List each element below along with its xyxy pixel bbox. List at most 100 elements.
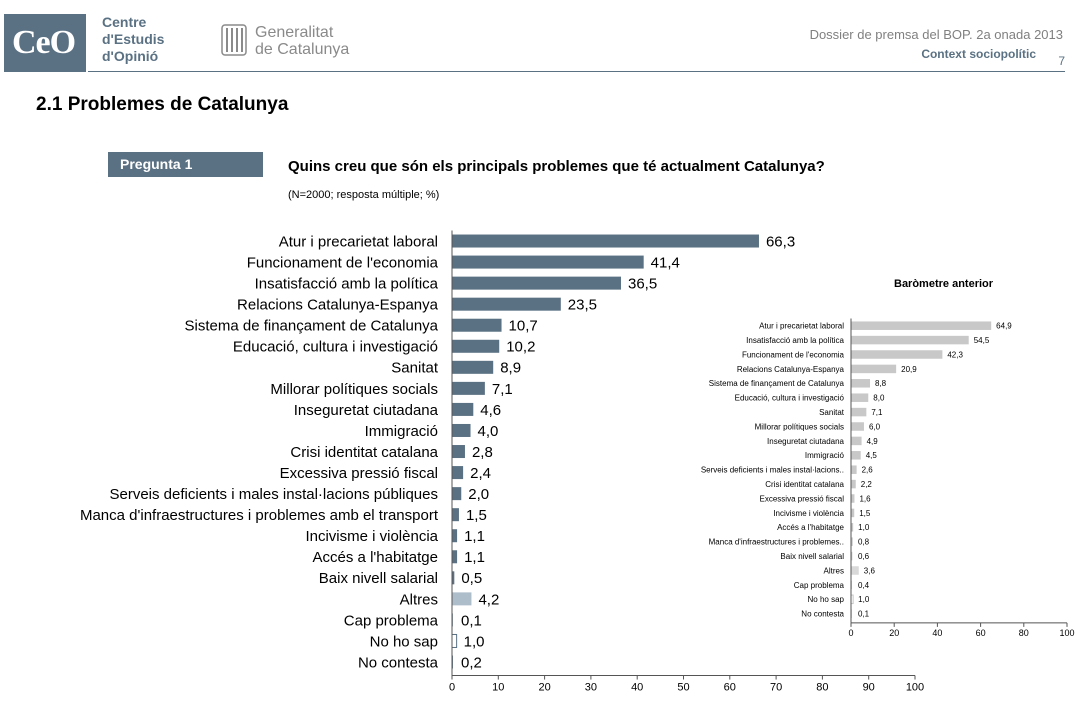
prev-value-label: 54,5 — [974, 336, 990, 345]
prev-x-tick-label: 20 — [889, 628, 899, 638]
prev-value-label: 4,9 — [867, 437, 879, 446]
generalitat-line-2: de Catalunya — [255, 41, 350, 58]
prev-x-tick-label: 100 — [1059, 628, 1074, 638]
prev-category-label: Sistema de finançament de Catalunya — [709, 379, 845, 388]
ceo-logo-text: CeO — [12, 24, 76, 61]
previous-barometer-title: Baròmetre anterior — [894, 278, 994, 290]
question-label: Pregunta 1 — [120, 156, 193, 172]
prev-bar — [851, 393, 869, 402]
question-label-box: Pregunta 1 — [108, 152, 263, 177]
main-value-label: 66,3 — [766, 233, 795, 250]
prev-category-label: Excessiva pressió fiscal — [760, 494, 845, 503]
main-category-label: Relacions Catalunya-Espanya — [237, 297, 439, 314]
main-value-label: 0,2 — [461, 654, 482, 671]
main-x-tick-label: 70 — [770, 682, 782, 694]
prev-bar — [851, 451, 861, 460]
prev-bar — [851, 407, 867, 417]
prev-value-label: 4,5 — [866, 451, 878, 460]
prev-value-label: 20,9 — [901, 365, 917, 374]
prev-bar — [851, 364, 897, 374]
main-category-label: No ho sap — [370, 633, 438, 650]
prev-value-label: 1,0 — [858, 523, 870, 532]
prev-bar — [851, 494, 855, 503]
main-x-tick-label: 20 — [538, 682, 550, 694]
prev-value-label: 7,1 — [871, 408, 883, 417]
prev-value-label: 8,0 — [873, 394, 885, 403]
generalitat-emblem-icon — [221, 24, 247, 56]
main-bar — [452, 297, 561, 311]
prev-bar — [851, 350, 943, 359]
prev-category-label: No ho sap — [808, 595, 845, 604]
header-section-label: Context sociopolític — [921, 47, 1036, 61]
main-category-label: Sistema de finançament de Catalunya — [185, 318, 439, 335]
main-x-tick-label: 50 — [677, 682, 689, 694]
main-x-tick-label: 60 — [724, 682, 736, 694]
prev-x-tick-label: 0 — [848, 628, 853, 638]
prev-bar — [851, 479, 856, 489]
prev-category-label: Immigració — [805, 451, 845, 460]
main-value-label: 4,0 — [478, 423, 499, 440]
main-category-label: Cap problema — [344, 612, 439, 629]
prev-bar — [851, 422, 864, 431]
prev-category-label: Educació, cultura i investigació — [735, 394, 845, 403]
main-category-label: Excessiva pressió fiscal — [280, 465, 438, 482]
prev-category-label: Inseguretat ciutadana — [767, 437, 844, 446]
main-category-label: Inseguretat ciutadana — [294, 402, 439, 419]
main-x-tick-label: 40 — [631, 682, 643, 694]
main-category-label: Sanitat — [391, 360, 439, 377]
main-bar — [452, 592, 472, 606]
prev-value-label: 0,8 — [858, 538, 870, 547]
main-bar — [452, 445, 465, 459]
main-bar — [452, 255, 644, 269]
main-bar — [452, 360, 494, 374]
prev-bar — [851, 551, 853, 561]
prev-value-label: 0,4 — [858, 581, 870, 590]
main-bar — [452, 571, 455, 585]
main-bar — [452, 234, 759, 248]
main-value-label: 7,1 — [492, 381, 513, 398]
main-x-tick-label: 30 — [585, 682, 597, 694]
prev-category-label: Millorar polítiques socials — [755, 422, 844, 431]
main-bar — [452, 318, 502, 332]
main-category-label: Millorar polítiques socials — [270, 381, 438, 398]
section-title: 2.1 Problemes de Catalunya — [36, 94, 289, 115]
main-category-label: Funcionament de l'economia — [247, 254, 439, 271]
prev-category-label: Baix nivell salarial — [780, 552, 844, 561]
prev-bar — [851, 566, 859, 575]
prev-bar — [851, 523, 854, 532]
main-value-label: 1,1 — [464, 549, 485, 566]
main-bar — [452, 381, 485, 395]
prev-bar — [851, 465, 857, 474]
prev-x-tick-label: 80 — [1019, 628, 1029, 638]
main-value-label: 2,4 — [470, 465, 491, 482]
page-number: 7 — [1058, 54, 1065, 68]
prev-category-label: Insatisfacció amb la política — [746, 336, 844, 345]
prev-bar — [851, 537, 853, 546]
main-category-label: No contesta — [358, 654, 439, 671]
prev-category-label: Altres — [824, 566, 844, 575]
main-bar — [452, 508, 459, 522]
ceo-name-line-3: d'Opinió — [102, 48, 159, 64]
main-category-label: Baix nivell salarial — [319, 570, 438, 587]
main-bar — [452, 550, 458, 564]
ceo-name: Centre d'Estudis d'Opinió — [102, 14, 164, 65]
prev-value-label: 6,0 — [869, 422, 881, 431]
main-value-label: 1,1 — [464, 528, 485, 545]
main-value-label: 1,5 — [466, 507, 487, 524]
generalitat-line-1: Generalitat — [255, 24, 334, 41]
main-bar — [452, 529, 458, 543]
main-value-label: 23,5 — [568, 297, 597, 314]
main-bar — [451, 633, 458, 648]
main-value-label: 10,7 — [509, 318, 538, 335]
prev-value-label: 2,2 — [861, 480, 873, 489]
main-value-label: 4,2 — [478, 591, 499, 608]
main-value-label: 36,5 — [628, 276, 657, 293]
main-bar — [452, 339, 500, 353]
main-x-tick-label: 80 — [816, 682, 828, 694]
main-value-label: 8,9 — [500, 360, 521, 377]
prev-x-tick-label: 40 — [932, 628, 942, 638]
main-value-label: 10,2 — [506, 339, 535, 356]
prev-value-label: 1,0 — [858, 595, 870, 604]
main-bar — [452, 466, 464, 480]
prev-category-label: Atur i precarietat laboral — [759, 322, 844, 331]
